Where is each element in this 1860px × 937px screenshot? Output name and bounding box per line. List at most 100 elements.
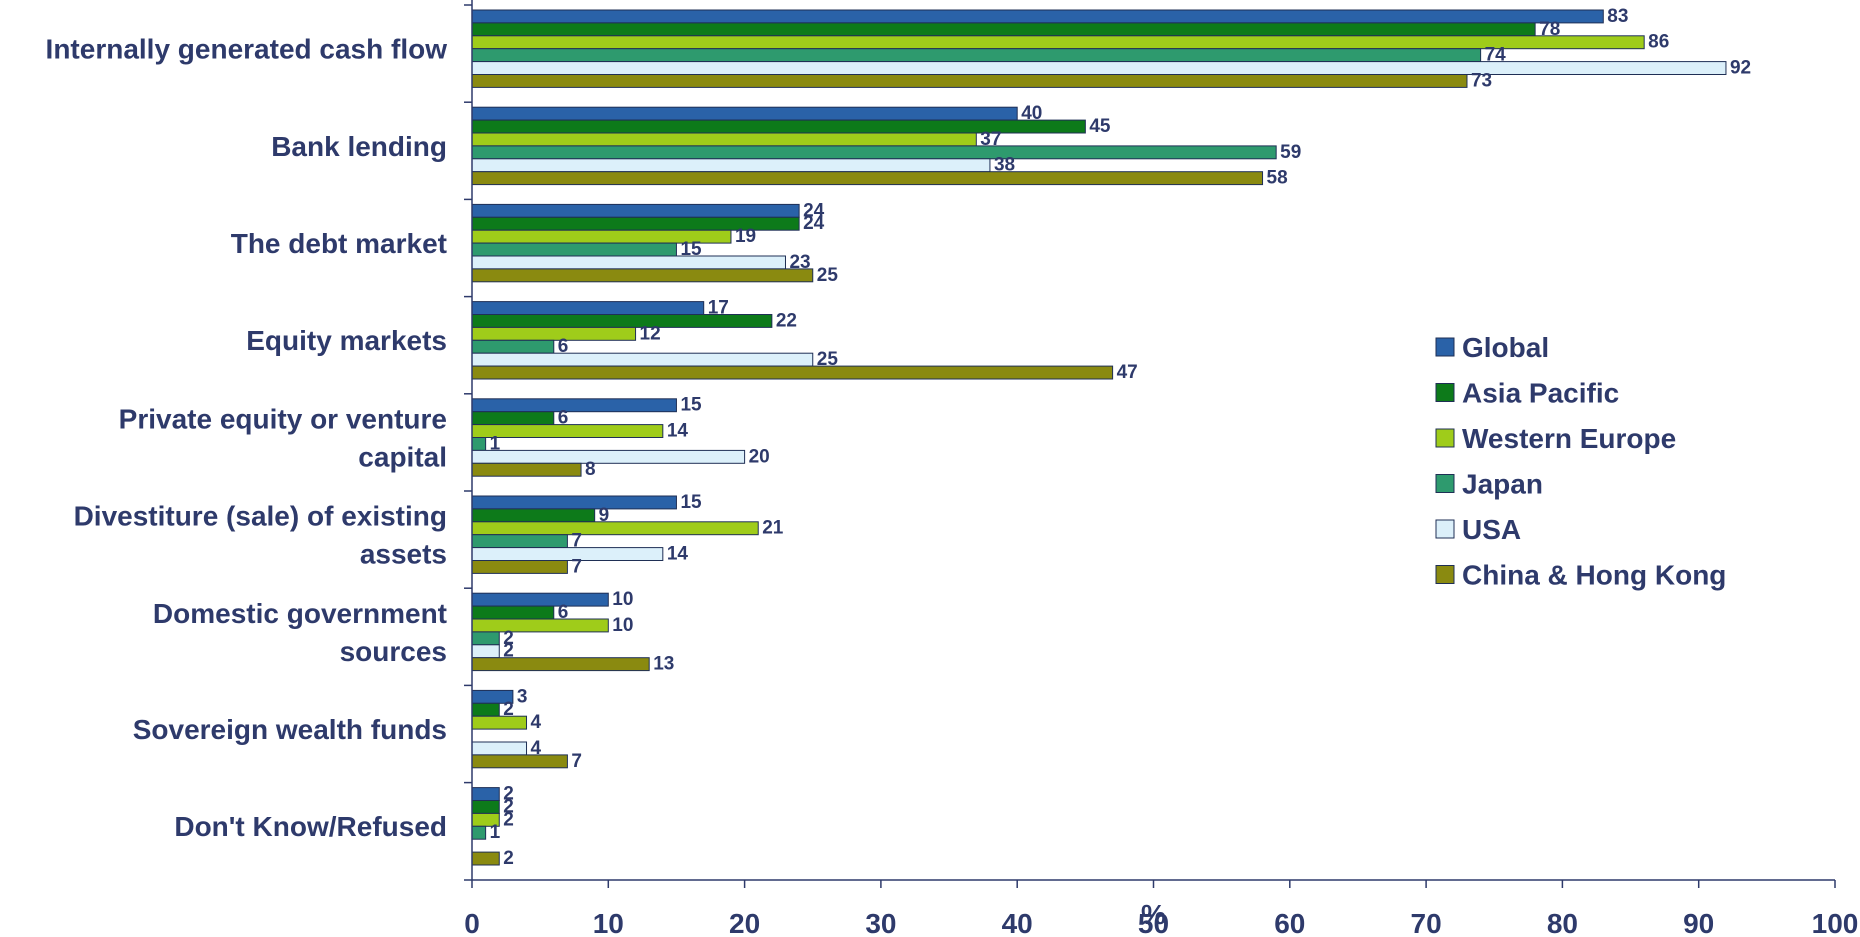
- bar-asia-pacific-6: [471, 605, 555, 620]
- bar-global-3: [471, 301, 705, 316]
- bar-japan-1: [471, 145, 1277, 160]
- data-label: 17: [708, 298, 729, 319]
- data-label: 12: [640, 323, 661, 344]
- data-label: 3: [517, 686, 528, 707]
- x-tick-label: 50: [1138, 908, 1169, 937]
- legend-label: USA: [1462, 514, 1521, 545]
- data-label: 86: [1648, 32, 1669, 53]
- legend-label: Japan: [1462, 469, 1543, 500]
- bar-japan-5: [471, 534, 568, 549]
- bar-usa-1: [471, 158, 991, 173]
- bar-global-0: [471, 9, 1604, 24]
- legend-swatch: [1435, 474, 1455, 493]
- bar-japan-2: [471, 242, 677, 257]
- bar-china-hong-kong-3: [471, 365, 1114, 380]
- bar-western-europe-3: [471, 326, 637, 341]
- bar-usa-5: [471, 547, 664, 561]
- category-label: Private equity or venture capital: [119, 403, 447, 472]
- bar-western-europe-4: [471, 424, 664, 439]
- data-label: 15: [680, 395, 702, 416]
- bar-western-europe-6: [471, 618, 609, 633]
- data-label: 2: [503, 784, 514, 805]
- data-label: 73: [1471, 70, 1492, 91]
- data-label: 2: [503, 848, 514, 869]
- category-label: Divestiture (sale) of existing assets: [74, 501, 447, 570]
- bar-usa-7: [471, 741, 528, 756]
- bar-japan-8: [471, 825, 487, 840]
- x-tick-label: 10: [593, 908, 624, 937]
- bar-usa-2: [471, 255, 786, 270]
- data-label: 24: [803, 213, 825, 234]
- data-label: 21: [762, 518, 784, 539]
- x-tick-label: 40: [1002, 908, 1033, 937]
- x-tick-label: 0: [464, 908, 480, 937]
- legend-swatch: [1435, 565, 1455, 584]
- data-label: 1: [490, 822, 501, 843]
- data-label: 13: [653, 654, 674, 675]
- data-label: 47: [1117, 362, 1138, 383]
- bar-asia-pacific-5: [471, 508, 596, 523]
- data-label: 45: [1089, 116, 1111, 137]
- data-label: 19: [735, 226, 756, 247]
- data-label: 2: [503, 699, 514, 720]
- legend-label: Asia Pacific: [1462, 378, 1619, 409]
- x-tick-label: 80: [1547, 908, 1578, 937]
- data-label: 14: [667, 421, 689, 442]
- data-label: 25: [817, 265, 839, 286]
- x-tick-label: 30: [865, 908, 896, 937]
- data-label: 59: [1280, 142, 1301, 163]
- bar-asia-pacific-4: [471, 411, 555, 426]
- bar-global-8: [471, 787, 500, 801]
- x-tick-label: 90: [1683, 908, 1714, 937]
- bar-japan-4: [471, 437, 487, 451]
- bar-western-europe-7: [471, 715, 528, 730]
- data-label: 22: [776, 310, 797, 331]
- bar-usa-6: [471, 644, 500, 659]
- data-label: 8: [585, 459, 596, 480]
- bar-japan-6: [471, 631, 500, 646]
- category-label: Domestic government sources: [153, 598, 447, 667]
- data-label: 38: [994, 155, 1015, 176]
- bar-asia-pacific-3: [471, 314, 773, 328]
- data-label: 74: [1485, 45, 1507, 66]
- data-label: 10: [612, 589, 633, 610]
- bar-china-hong-kong-8: [471, 851, 500, 866]
- data-label: 37: [980, 129, 1001, 150]
- bar-china-hong-kong-4: [471, 462, 582, 477]
- category-label: The debt market: [231, 228, 447, 259]
- data-label: 92: [1730, 58, 1751, 79]
- category-label: Internally generated cash flow: [46, 34, 448, 65]
- bar-usa-0: [471, 61, 1727, 75]
- x-axis-title: %: [1141, 899, 1166, 930]
- data-label: 6: [558, 336, 569, 357]
- data-label: 6: [558, 602, 569, 623]
- data-label: 58: [1267, 168, 1288, 189]
- data-label: 2: [503, 796, 514, 817]
- data-label: 10: [612, 615, 633, 636]
- bar-western-europe-0: [471, 35, 1645, 50]
- bar-china-hong-kong-5: [471, 560, 568, 574]
- data-label: 9: [599, 505, 610, 526]
- bar-china-hong-kong-2: [471, 268, 814, 283]
- bar-global-6: [471, 592, 609, 607]
- legend-swatch: [1435, 383, 1455, 402]
- data-label: 2: [503, 641, 514, 662]
- legend-swatch: [1435, 337, 1455, 357]
- legend-label: China & Hong Kong: [1462, 560, 1726, 591]
- category-label: Equity markets: [246, 325, 447, 356]
- legend-label: Global: [1462, 332, 1549, 363]
- x-tick-label: 100: [1812, 908, 1859, 937]
- data-label: 14: [667, 544, 689, 565]
- legend: Global Asia Pacific Western Europe Japan USA…: [1435, 332, 1726, 591]
- bar-asia-pacific-0: [471, 22, 1536, 37]
- bar-usa-3: [471, 352, 814, 367]
- bar-china-hong-kong-1: [471, 171, 1264, 186]
- data-label: 40: [1021, 103, 1042, 124]
- data-label: 2: [503, 809, 514, 830]
- bar-china-hong-kong-6: [471, 657, 650, 672]
- bar-global-5: [471, 495, 677, 510]
- bars-layer: 8378867492734045375938582424191523251722…: [471, 6, 1751, 869]
- data-label: 20: [749, 446, 770, 467]
- data-label: 15: [680, 492, 702, 513]
